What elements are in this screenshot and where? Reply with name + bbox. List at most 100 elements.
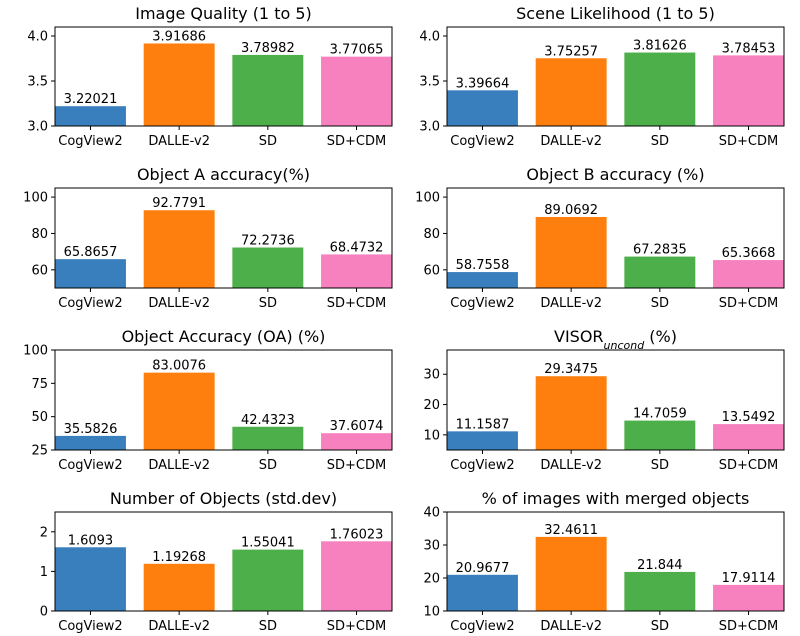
bar-value-label: 37.6074 (330, 419, 384, 434)
subplot-3: Object A accuracy(%) 65.8657 CogView2 92.77… (23, 165, 393, 311)
bar-value-label: 3.75257 (544, 44, 598, 59)
x-tick-label: SD (259, 458, 277, 473)
y-tick-label: 4.0 (419, 30, 440, 45)
bar-value-label: 1.19268 (152, 550, 206, 565)
bar-value-label: 32.4611 (544, 523, 598, 538)
bar-sd-cdm (321, 541, 392, 611)
x-tick-label: SD+CDM (719, 619, 778, 634)
bar-sd-cdm (321, 254, 392, 288)
axes-frame (446, 349, 785, 451)
bar-sd-cdm (321, 56, 392, 127)
x-tick-label: CogView2 (450, 619, 514, 634)
x-tick-label: CogView2 (58, 134, 122, 149)
bar-value-label: 3.78453 (722, 41, 776, 56)
bar-value-label: 17.9114 (722, 571, 776, 586)
bar-cogview2 (447, 574, 518, 611)
axes-frame (54, 187, 393, 289)
bar-cogview2 (447, 431, 518, 450)
bar-dalle-v2 (143, 372, 215, 450)
bar-value-label: 3.91686 (152, 29, 206, 44)
bar-dalle-v2 (143, 43, 215, 126)
axes-frame (54, 26, 393, 127)
bar-value-label: 1.6093 (68, 533, 114, 548)
bar-value-label: 83.0076 (152, 359, 206, 374)
y-tick-label: 40 (423, 506, 440, 521)
bar-cogview2 (447, 272, 518, 288)
bar-value-label: 1.55041 (241, 536, 295, 551)
bar-value-label: 1.76023 (330, 527, 384, 542)
y-tick-label: 60 (423, 263, 440, 278)
subplot-title: Scene Likelihood (1 to 5) (516, 4, 715, 23)
subplot-5: Object Accuracy (OA) (%) 35.5826 CogView2 8… (23, 327, 393, 473)
bar-sd (624, 571, 696, 611)
bar-dalle-v2 (535, 536, 607, 611)
y-tick-label: 80 (423, 227, 440, 242)
bar-value-label: 65.8657 (64, 245, 118, 260)
y-tick-label: 4.0 (27, 30, 48, 45)
x-tick-label: SD (651, 134, 669, 149)
bar-sd-cdm (713, 260, 784, 288)
axes-frame (446, 187, 785, 289)
bar-sd-cdm (713, 584, 784, 611)
x-tick-label: CogView2 (450, 458, 514, 473)
subplot-title: Object A accuracy(%) (137, 165, 310, 184)
x-tick-label: SD+CDM (327, 619, 386, 634)
subplot-title: % of images with merged objects (482, 489, 750, 508)
bar-value-label: 3.22021 (64, 92, 118, 107)
x-tick-label: SD+CDM (327, 296, 386, 311)
x-tick-label: DALLE-v2 (148, 619, 210, 634)
bar-dalle-v2 (535, 58, 607, 126)
subplot-title: Object Accuracy (OA) (%) (122, 327, 326, 346)
y-tick-label: 20 (423, 398, 440, 413)
bar-sd-cdm (321, 433, 392, 450)
bar-dalle-v2 (143, 210, 215, 288)
bar-cogview2 (55, 435, 126, 450)
y-tick-label: 20 (423, 572, 440, 587)
subplot-title: Number of Objects (std.dev) (110, 489, 337, 508)
subplot-title: Image Quality (1 to 5) (135, 4, 312, 23)
y-tick-label: 10 (423, 605, 440, 620)
subplot-7: Number of Objects (std.dev) 1.6093 CogView… (40, 489, 393, 634)
bar-value-label: 14.7059 (633, 407, 687, 422)
x-tick-label: CogView2 (450, 296, 514, 311)
bar-value-label: 11.1587 (456, 417, 510, 432)
subplot-6: VISORuncond (%) 11.1587 CogView2 29.3475 DAL… (423, 327, 785, 473)
x-tick-label: DALLE-v2 (540, 134, 602, 149)
bar-value-label: 29.3475 (544, 362, 598, 377)
bar-sd (624, 256, 696, 288)
bar-dalle-v2 (143, 563, 215, 611)
y-tick-label: 3.5 (419, 75, 440, 90)
bar-value-label: 35.5826 (64, 422, 118, 437)
x-tick-label: DALLE-v2 (148, 296, 210, 311)
y-tick-label: 0 (40, 605, 48, 620)
x-tick-label: SD+CDM (327, 458, 386, 473)
bar-sd-cdm (713, 55, 784, 126)
bar-sd (232, 549, 304, 611)
x-tick-label: DALLE-v2 (148, 458, 210, 473)
bar-sd (232, 247, 304, 288)
y-tick-label: 80 (31, 227, 48, 242)
x-tick-label: SD+CDM (327, 134, 386, 149)
axes-frame (446, 26, 785, 127)
x-tick-label: SD (259, 296, 277, 311)
x-tick-label: DALLE-v2 (540, 619, 602, 634)
y-tick-label: 30 (423, 539, 440, 554)
bar-value-label: 3.78982 (241, 41, 295, 56)
bar-value-label: 3.39664 (456, 76, 510, 91)
bar-sd (624, 52, 696, 126)
bar-sd (624, 420, 696, 450)
y-tick-label: 3.5 (27, 75, 48, 90)
bar-value-label: 58.7558 (456, 258, 510, 273)
subplot-4: Object B accuracy (%) 58.7558 CogView2 89.0… (415, 165, 785, 311)
bar-value-label: 20.9677 (456, 561, 510, 576)
x-tick-label: CogView2 (58, 619, 122, 634)
y-tick-label: 1 (40, 565, 48, 580)
subplot-2: Scene Likelihood (1 to 5) 3.39664 CogView2… (419, 4, 785, 149)
bar-cogview2 (55, 259, 126, 288)
y-tick-label: 3.0 (419, 120, 440, 135)
y-tick-label: 100 (23, 344, 48, 359)
x-tick-label: DALLE-v2 (540, 296, 602, 311)
axes-frame (54, 511, 393, 612)
y-tick-label: 10 (423, 428, 440, 443)
